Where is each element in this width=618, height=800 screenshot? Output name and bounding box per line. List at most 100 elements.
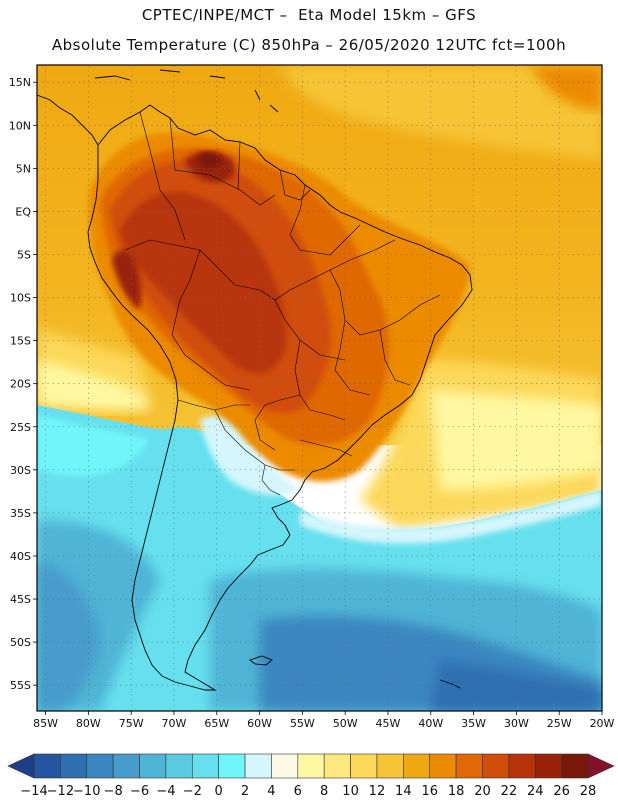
latitude-axis: 15N 10N 5N EQ 5S 10S 15S 20S 25S 30S 35S 40S 45S 50S 5… bbox=[9, 76, 37, 692]
temperature-field bbox=[37, 65, 602, 711]
colorbar-tick-label: 16 bbox=[421, 784, 438, 799]
border-lines-brazil-states bbox=[254, 269, 441, 451]
field-south-argentina-pale bbox=[200, 416, 300, 496]
colorbar-swatch bbox=[323, 753, 351, 779]
colorbar-min-arrow bbox=[7, 753, 35, 779]
lat-tick-label: 35S bbox=[10, 507, 31, 520]
colorbar-swatch bbox=[191, 753, 219, 779]
lat-tick-label: 50S bbox=[10, 636, 31, 649]
colorbar-tick-label: 28 bbox=[580, 784, 597, 799]
lat-tick-label: 15N bbox=[9, 76, 31, 89]
lat-tick-label: 55S bbox=[10, 679, 31, 692]
colorbar-swatch bbox=[561, 753, 589, 779]
caribbean-islands bbox=[94, 69, 279, 113]
colorbar-tick-label: −10 bbox=[73, 784, 100, 799]
lon-tick-label: 60W bbox=[247, 717, 272, 730]
colorbar bbox=[7, 753, 615, 779]
colorbar-swatch bbox=[139, 753, 167, 779]
colorbar-swatch bbox=[508, 753, 536, 779]
colorbar-max-arrow bbox=[587, 753, 615, 779]
colorbar-tick-label: 2 bbox=[241, 784, 249, 799]
field-north-atlantic bbox=[280, 65, 602, 160]
colorbar-tick-label: −12 bbox=[47, 784, 74, 799]
lat-tick-label: 10S bbox=[10, 292, 31, 305]
field-continent-core bbox=[120, 191, 287, 374]
border-lines-south bbox=[177, 399, 353, 496]
map-title: CPTEC/INPE/MCT – Eta Model 15km – GFS bbox=[141, 6, 477, 24]
lat-tick-label: 10N bbox=[9, 119, 31, 132]
graticule bbox=[37, 65, 603, 711]
colorbar-swatch bbox=[350, 753, 378, 779]
falklands-outline bbox=[249, 655, 273, 666]
lon-tick-label: 40W bbox=[418, 717, 443, 730]
field-south-atlantic-pale bbox=[430, 390, 602, 490]
colorbar-swatch bbox=[403, 753, 431, 779]
colorbar-swatch bbox=[218, 753, 246, 779]
colorbar-tick-label: −2 bbox=[183, 784, 202, 799]
colorbar-tick-label: −6 bbox=[130, 784, 149, 799]
colorbar-tick-label: 12 bbox=[369, 784, 386, 799]
lon-tick-label: 75W bbox=[119, 717, 144, 730]
lat-tick-label: 40S bbox=[10, 550, 31, 563]
colorbar-swatch bbox=[33, 753, 61, 779]
colorbar-swatch bbox=[455, 753, 483, 779]
colorbar-tick-label: 24 bbox=[527, 784, 544, 799]
field-caribbean-warm bbox=[530, 65, 602, 110]
political-borders bbox=[124, 111, 441, 496]
lat-tick-label: 20S bbox=[10, 378, 31, 391]
lon-tick-label: 85W bbox=[33, 717, 58, 730]
lon-tick-label: 55W bbox=[290, 717, 315, 730]
colorbar-swatch bbox=[534, 753, 562, 779]
field-west-deep bbox=[37, 560, 100, 711]
field-south-lightcyan bbox=[37, 415, 150, 477]
colorbar-tick-label: 18 bbox=[448, 784, 465, 799]
colorbar-tick-label: −8 bbox=[104, 784, 123, 799]
colorbar-swatch bbox=[482, 753, 510, 779]
colorbar-tick-label: 14 bbox=[395, 784, 412, 799]
colorbar-swatch bbox=[165, 753, 193, 779]
colorbar-swatch bbox=[244, 753, 272, 779]
lat-tick-label: EQ bbox=[15, 205, 31, 218]
colorbar-swatch bbox=[86, 753, 114, 779]
colorbar-tick-label: −4 bbox=[156, 784, 175, 799]
colorbar-tick-label: −14 bbox=[20, 784, 47, 799]
colorbar-swatch bbox=[429, 753, 457, 779]
lat-tick-label: 30S bbox=[10, 464, 31, 477]
south-georgia-outline bbox=[439, 679, 461, 689]
colorbar-tick-label: 10 bbox=[342, 784, 359, 799]
field-pacific-pale bbox=[37, 360, 150, 411]
lon-tick-label: 30W bbox=[504, 717, 529, 730]
lat-tick-label: 45S bbox=[10, 593, 31, 606]
colorbar-tick-label: 6 bbox=[294, 784, 302, 799]
colorbar-swatch bbox=[376, 753, 404, 779]
colorbar-tick-label: 8 bbox=[320, 784, 328, 799]
colorbar-swatch bbox=[60, 753, 88, 779]
colorbar-swatch bbox=[297, 753, 325, 779]
longitude-axis: 85W 80W 75W 70W 65W 60W 55W 50W 45W 40W 35W 30W 25W 2… bbox=[33, 711, 615, 730]
colorbar-tick-label: 22 bbox=[501, 784, 518, 799]
colorbar-swatch bbox=[112, 753, 140, 779]
field-venezuela-core bbox=[198, 152, 222, 168]
coastlines bbox=[37, 69, 473, 691]
map-subtitle: Absolute Temperature (C) 850hPa – 26/05/… bbox=[51, 36, 567, 54]
lon-tick-label: 25W bbox=[547, 717, 572, 730]
colorbar-labels: −14−12−10 −8 −6 −4 −2 0 2 4 6 8 10 12 14 16 18 20 22 24 26… bbox=[20, 784, 596, 799]
lon-tick-label: 65W bbox=[204, 717, 229, 730]
lon-tick-label: 45W bbox=[376, 717, 401, 730]
lat-tick-label: 15S bbox=[10, 335, 31, 348]
lat-tick-label: 25S bbox=[10, 421, 31, 434]
lon-tick-label: 70W bbox=[162, 717, 187, 730]
field-andes-hot bbox=[112, 250, 142, 310]
colorbar-tick-label: 26 bbox=[553, 784, 570, 799]
lat-tick-label: 5S bbox=[17, 248, 31, 261]
field-andes-cold bbox=[147, 428, 185, 540]
lon-tick-label: 20W bbox=[590, 717, 615, 730]
field-south-deepest bbox=[430, 660, 602, 711]
lat-tick-label: 5N bbox=[16, 162, 31, 175]
map-frame bbox=[36, 64, 603, 712]
colorbar-tick-label: 4 bbox=[267, 784, 275, 799]
lon-tick-label: 80W bbox=[76, 717, 101, 730]
colorbar-tick-label: 20 bbox=[474, 784, 491, 799]
colorbar-swatch bbox=[271, 753, 299, 779]
